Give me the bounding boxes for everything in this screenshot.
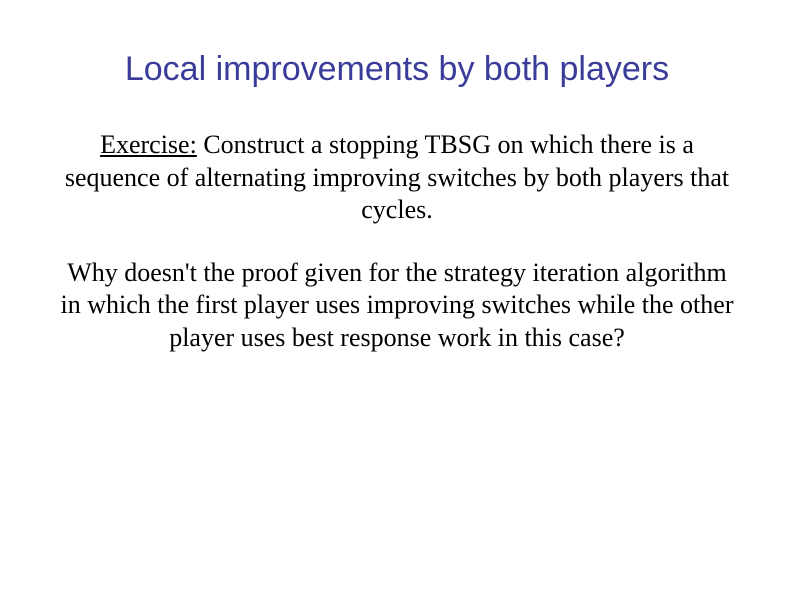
exercise-label: Exercise: <box>100 130 197 159</box>
slide: Local improvements by both players Exerc… <box>0 0 794 595</box>
slide-title: Local improvements by both players <box>60 50 734 89</box>
question-paragraph: Why doesn't the proof given for the stra… <box>60 257 734 355</box>
exercise-paragraph: Exercise: Construct a stopping TBSG on w… <box>60 129 734 227</box>
question-text: Why doesn't the proof given for the stra… <box>61 258 734 352</box>
